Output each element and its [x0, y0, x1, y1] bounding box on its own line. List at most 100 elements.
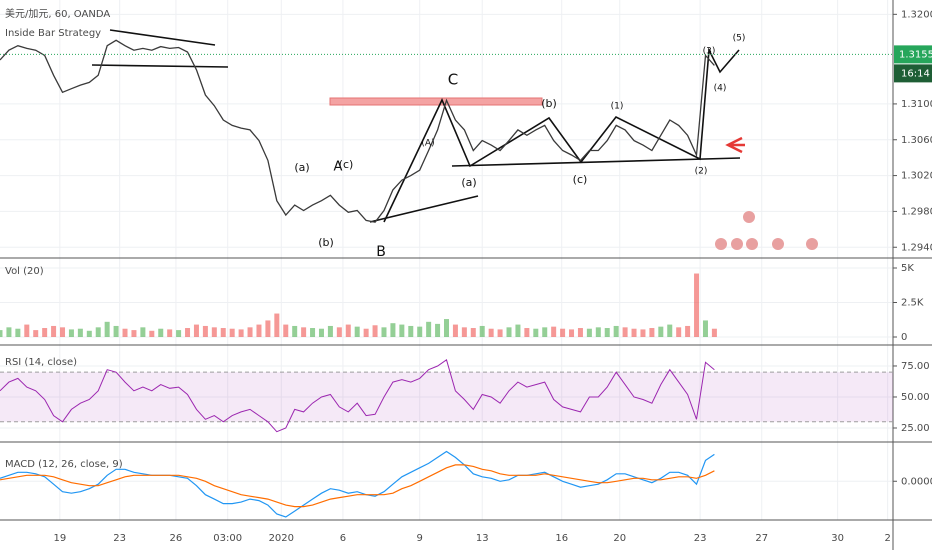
x-tick-label: 23	[694, 533, 707, 544]
volume-bar	[77, 328, 83, 337]
volume-bar	[452, 324, 458, 337]
x-tick-label: 30	[831, 533, 844, 544]
volume-bar	[417, 326, 423, 337]
last-price-label: 1.31553	[899, 49, 932, 60]
volume-bar	[595, 327, 601, 337]
volume-bar	[515, 324, 521, 337]
trendline	[91, 64, 229, 68]
event-icon	[806, 238, 818, 250]
strategy-title: Inside Bar Strategy	[5, 28, 101, 39]
volume-bar	[122, 328, 128, 337]
volume-bar	[649, 328, 655, 337]
volume-bar	[274, 313, 280, 337]
y-tick-label: 25.00	[901, 423, 930, 434]
volume-bar	[685, 325, 691, 337]
y-tick-label: 50.00	[901, 392, 930, 403]
y-tick-label: 75.00	[901, 361, 930, 372]
wave-label: (a)	[461, 176, 476, 189]
countdown-label: 16:14	[901, 68, 930, 79]
volume-bar	[24, 324, 30, 337]
event-icon	[743, 211, 755, 223]
volume-bar	[220, 328, 226, 337]
pane-title: Vol (20)	[5, 266, 44, 277]
volume-bar	[560, 328, 566, 337]
last-price-box	[894, 45, 932, 64]
pane-title: RSI (14, close)	[5, 357, 77, 368]
arrow	[725, 136, 745, 154]
volume-bar	[470, 328, 476, 337]
grid-layer	[0, 0, 893, 520]
volume-bar	[711, 328, 717, 337]
wave-label: (b)	[318, 236, 334, 249]
x-tick-label: 2020	[269, 533, 294, 544]
y-tick-label: 1.29400	[901, 242, 932, 253]
volume-bar	[604, 328, 610, 337]
volume-bar	[33, 330, 39, 337]
volume-bar	[399, 324, 405, 337]
price-line	[0, 39, 715, 223]
event-icon	[746, 238, 758, 250]
volume-bar	[247, 327, 253, 337]
volume-bar	[51, 325, 57, 337]
wave-label: (c)	[339, 158, 354, 171]
event-icon	[715, 238, 727, 250]
trendline	[109, 29, 216, 46]
wave-label: (2)	[695, 167, 708, 177]
volume-bar	[104, 321, 110, 337]
trendline	[369, 195, 479, 223]
volume-bar	[408, 325, 414, 337]
volume-bar	[533, 328, 539, 337]
wave-label: B	[376, 244, 386, 260]
y-tick-label: 1.30600	[901, 135, 932, 146]
event-icon	[731, 238, 743, 250]
wave-label: (c)	[573, 173, 588, 186]
volume-bar	[658, 326, 664, 337]
x-tick-label: 26	[170, 533, 183, 544]
volume-bar	[667, 324, 673, 337]
macd-line	[0, 450, 715, 518]
volume-bar	[265, 320, 271, 337]
y-tick-label: 1.30200	[901, 171, 932, 182]
volume-bar	[551, 326, 557, 337]
volume-bar	[283, 324, 289, 337]
volume-bar	[211, 327, 217, 337]
icons	[715, 211, 818, 250]
trendline	[451, 157, 741, 167]
x-tick-label: 6	[340, 533, 346, 544]
volume-bar	[292, 325, 298, 337]
wave-label: (b)	[541, 97, 557, 110]
volume-bar	[86, 330, 92, 337]
volume-bar	[569, 329, 575, 337]
volume-bar	[113, 325, 119, 337]
volume-bar	[345, 324, 351, 337]
volume-bar	[149, 330, 155, 337]
volume-bar	[202, 325, 208, 337]
x-tick-label: 20	[613, 533, 626, 544]
volume-bar	[363, 328, 369, 337]
resistance-zone	[329, 97, 543, 106]
wave-label: (5)	[733, 34, 746, 44]
x-tick-label: 16	[555, 533, 568, 544]
macd-line	[0, 464, 715, 508]
volume-bar	[131, 330, 137, 337]
volume-bar	[140, 327, 146, 337]
volume-bar	[676, 327, 682, 337]
volume-bar	[390, 323, 396, 337]
volume-bar	[444, 319, 449, 337]
volume-bar	[158, 328, 164, 337]
volume-bar	[640, 329, 646, 337]
wave-label: (A)	[421, 139, 434, 149]
wave-label: (4)	[714, 84, 727, 94]
volume-bar	[310, 328, 316, 337]
volume-bar	[167, 329, 173, 337]
y-tick-label: 2.5K	[901, 298, 924, 309]
volume-bar	[524, 328, 530, 337]
volume-bar	[176, 330, 182, 337]
y-tick-label: 1.29800	[901, 206, 932, 217]
volume-bar	[193, 324, 199, 337]
volume-bar	[479, 325, 485, 337]
x-tick-label: 27	[755, 533, 768, 544]
volume-bar	[435, 323, 441, 337]
